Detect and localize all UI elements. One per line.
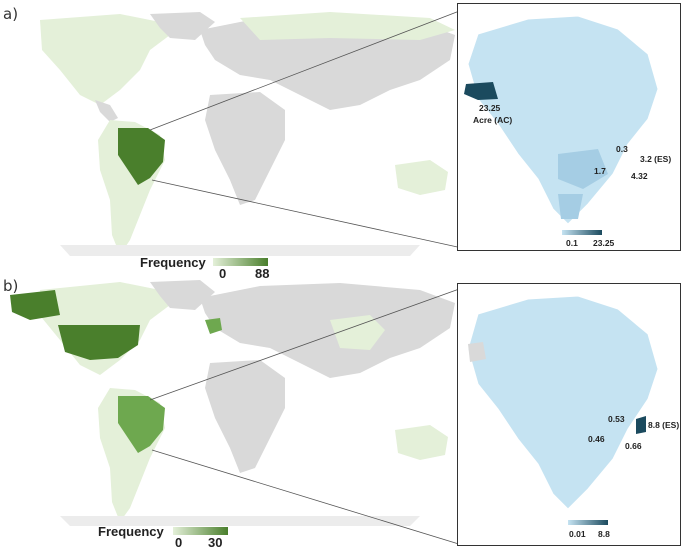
inset-b-value-1: 0.53 [608, 414, 625, 424]
greenland-b [150, 280, 215, 310]
inset-b-value-3: 0.66 [625, 441, 642, 451]
inset-b-scale-min: 0.01 [569, 529, 586, 539]
inset-a-value-es: 3.2 (ES) [640, 154, 672, 164]
china-b [330, 315, 385, 350]
inset-a-scale-max: 23.25 [593, 238, 615, 248]
panel-b-label: b) [3, 277, 19, 295]
connector-line-bottom-a [151, 179, 463, 249]
inset-a-scale-bar [562, 230, 602, 235]
brazil-inset-b: 0.53 8.8 (ES) 0.46 0.66 0.01 8.8 [457, 283, 681, 546]
inset-b-scale-max: 8.8 [598, 529, 610, 539]
brazil-shape-b [467, 295, 659, 510]
connector-line-top-b [149, 287, 463, 401]
brazil-b [118, 396, 165, 453]
inset-b-scale-bar [568, 520, 608, 525]
north-america-a [40, 14, 170, 105]
legend-a-min: 0 [219, 266, 227, 281]
south-a [558, 194, 583, 219]
inset-a-state-name: Acre (AC) [473, 115, 513, 125]
legend-b-min: 0 [175, 535, 183, 550]
brazil-inset-a: 23.25 Acre (AC) 0.3 3.2 (ES) 1.7 4.32 0.… [457, 3, 681, 251]
legend-b-title: Frequency [98, 524, 164, 539]
legend-a-title: Frequency [140, 255, 206, 270]
australia-b [395, 425, 448, 460]
inset-b-value-es: 8.8 (ES) [648, 420, 680, 430]
antarctica-b [60, 516, 420, 526]
legend-b-max: 30 [208, 535, 223, 550]
eurasia-b [200, 283, 455, 378]
es-b [636, 416, 646, 434]
connector-line-bottom-b [151, 449, 463, 546]
connector-line-top-a [149, 9, 463, 131]
africa-b [205, 360, 285, 473]
inset-a-scale-min: 0.1 [566, 238, 578, 248]
central-america-a [95, 100, 118, 122]
africa-a [205, 92, 285, 205]
legend-a-max: 88 [255, 266, 270, 281]
inset-a-value-3: 4.32 [631, 171, 648, 181]
inset-a-value-2: 1.7 [594, 166, 606, 176]
greenland-a [150, 12, 215, 40]
brazil-map-b [467, 295, 659, 525]
russia-a [240, 12, 455, 40]
southeast-a [558, 149, 608, 189]
panel-a-label: a) [3, 5, 19, 23]
acre-a [464, 82, 498, 100]
inset-a-value-1: 0.3 [616, 144, 628, 154]
inset-a-value-acre: 23.25 [479, 103, 501, 113]
alaska-b [10, 290, 60, 320]
antarctica-a [60, 245, 420, 256]
australia-a [395, 160, 448, 195]
legend-b-gradient [173, 527, 228, 535]
usa-b [58, 325, 140, 360]
brazil-a [118, 128, 165, 185]
gray-region-b [468, 342, 486, 362]
brazil-map-a [464, 15, 659, 235]
europe-hl-b [205, 318, 222, 334]
legend-a-gradient [213, 258, 268, 266]
brazil-shape-a [467, 15, 659, 225]
inset-b-value-2: 0.46 [588, 434, 605, 444]
